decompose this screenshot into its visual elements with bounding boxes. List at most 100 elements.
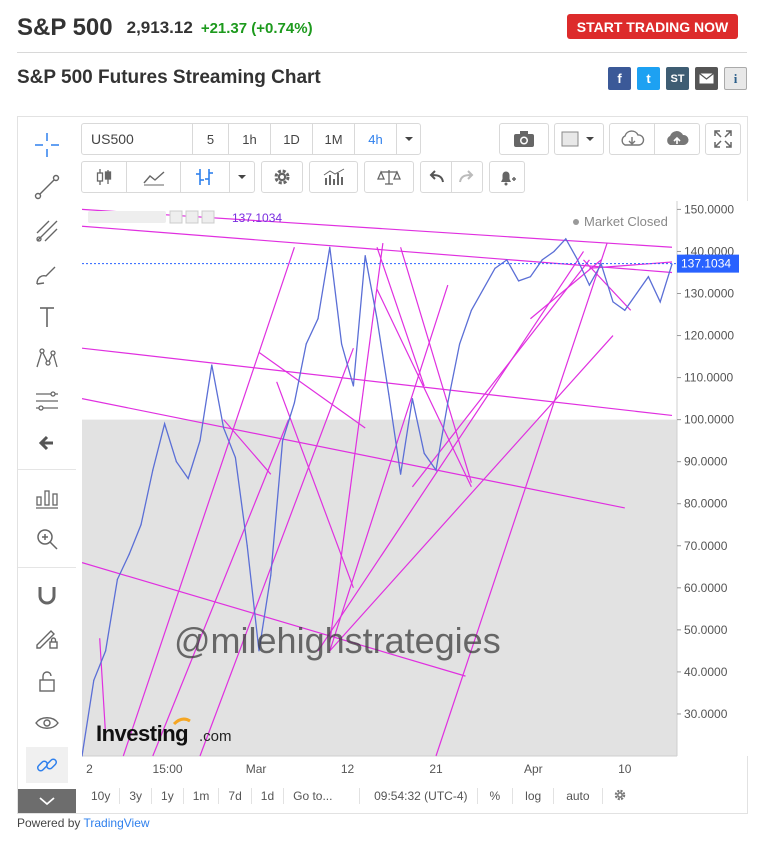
gear-icon[interactable]: [603, 788, 637, 804]
price-chart[interactable]: 150.0000 140.0000 130.0000 120.0000 110.0000…: [81, 201, 748, 781]
pitchfork-icon[interactable]: [26, 213, 68, 249]
tool-separator: [18, 567, 76, 568]
price-point: [494, 267, 496, 269]
price-point: [293, 402, 295, 404]
stocktwits-icon[interactable]: ST: [666, 67, 689, 90]
price-point: [423, 452, 425, 454]
trend-line-icon[interactable]: [26, 169, 68, 205]
price-point: [282, 440, 284, 442]
auto-toggle[interactable]: auto: [554, 788, 603, 804]
trend-line: [589, 261, 673, 269]
link-icon[interactable]: [26, 747, 68, 783]
crosshair-icon[interactable]: [26, 127, 68, 163]
goto-button[interactable]: Go to...: [284, 788, 361, 804]
quote-header: S&P 500 2,913.12 +21.37 (+0.74%) START T…: [17, 10, 747, 46]
color-picker[interactable]: [554, 123, 604, 155]
price-point: [329, 246, 331, 248]
interval-4h[interactable]: 4h: [354, 123, 397, 155]
price-point: [223, 427, 225, 429]
price-point: [317, 318, 319, 320]
x-tick-label: Mar: [246, 762, 267, 776]
style-dropdown[interactable]: [229, 161, 255, 193]
magnet-icon[interactable]: [26, 577, 68, 613]
text-tool-icon[interactable]: [26, 299, 68, 335]
zoom-in-icon[interactable]: [26, 521, 68, 557]
cloud-download-icon[interactable]: [609, 123, 655, 155]
trend-line: [329, 242, 384, 643]
interval-toolbar: US500 5 1h 1D 1M 4h: [81, 123, 421, 155]
trend-line: [81, 398, 625, 509]
range-1y[interactable]: 1y: [152, 788, 184, 804]
chart-svg[interactable]: 150.0000140.0000130.0000120.0000110.0000…: [81, 201, 748, 781]
price-point: [140, 524, 142, 526]
interval-1d[interactable]: 1D: [270, 123, 313, 155]
y-tick-label: 130.0000: [684, 287, 734, 301]
info-icon[interactable]: i: [724, 67, 747, 90]
range-bar: 10y 3y 1y 1m 7d 1d Go to... 09:54:32 (UT…: [82, 783, 748, 809]
twitter-icon[interactable]: t: [637, 67, 660, 90]
price-point: [553, 250, 555, 253]
remove-drawings-icon[interactable]: [26, 425, 68, 461]
fib-retracement-icon[interactable]: [26, 383, 68, 419]
price-point: [81, 755, 83, 757]
fullscreen-icon[interactable]: [705, 123, 741, 155]
legend-gear-icon: [185, 210, 199, 224]
interval-dropdown[interactable]: [396, 123, 421, 155]
interval-1h[interactable]: 1h: [228, 123, 271, 155]
price-point: [506, 259, 508, 261]
indicators-icon[interactable]: [180, 161, 230, 193]
email-icon[interactable]: [695, 67, 718, 90]
eye-icon[interactable]: [26, 705, 68, 741]
price-axis-background: [677, 201, 748, 756]
range-1d[interactable]: 1d: [252, 788, 285, 804]
price-point: [459, 343, 461, 345]
symbol-input[interactable]: US500: [81, 123, 193, 155]
compare-icon[interactable]: [364, 161, 414, 193]
y-tick-label: 40.0000: [684, 665, 728, 679]
percent-toggle[interactable]: %: [478, 788, 514, 804]
volume-indicator-icon[interactable]: [309, 161, 358, 193]
candles-icon[interactable]: [81, 161, 127, 193]
collapse-toolbar-button[interactable]: [18, 789, 76, 813]
range-1m[interactable]: 1m: [184, 788, 220, 804]
interval-5[interactable]: 5: [192, 123, 229, 155]
cloud-upload-icon[interactable]: [654, 123, 700, 155]
gear-icon[interactable]: [261, 161, 303, 193]
area-chart-icon[interactable]: [126, 161, 181, 193]
y-tick-label: 110.0000: [684, 371, 733, 385]
brush-icon[interactable]: [26, 257, 68, 293]
facebook-icon[interactable]: f: [608, 67, 631, 90]
alert-icon[interactable]: [489, 161, 525, 193]
range-10y[interactable]: 10y: [82, 788, 121, 804]
investing-logo-swoosh: [172, 717, 191, 726]
trend-line: [152, 419, 290, 757]
price-point: [116, 578, 118, 581]
chart-style-toolbar: [81, 161, 525, 193]
price-change: +21.37 (+0.74%): [200, 19, 313, 37]
price-point: [470, 309, 472, 311]
y-tick-label: 120.0000: [684, 329, 734, 343]
tradingview-link[interactable]: TradingView: [83, 816, 150, 830]
price-point: [105, 650, 107, 652]
range-3y[interactable]: 3y: [120, 788, 153, 804]
interval-1m[interactable]: 1M: [312, 123, 355, 155]
y-tick-label: 90.0000: [684, 455, 728, 469]
start-trading-button[interactable]: START TRADING NOW: [567, 14, 738, 39]
range-7d[interactable]: 7d: [219, 788, 252, 804]
log-toggle[interactable]: log: [513, 788, 555, 804]
camera-icon[interactable]: [499, 123, 549, 155]
tool-separator: [18, 469, 76, 470]
lock-drawing-icon[interactable]: [26, 619, 68, 655]
unlock-icon[interactable]: [26, 663, 68, 699]
price-point: [647, 276, 650, 278]
share-buttons: f t ST i: [608, 67, 747, 90]
redo-icon[interactable]: [451, 161, 483, 193]
measure-icon[interactable]: [26, 479, 68, 515]
price-point: [258, 650, 260, 652]
clock[interactable]: 09:54:32 (UTC-4): [360, 788, 478, 804]
pattern-icon[interactable]: [26, 341, 68, 377]
undo-icon[interactable]: [420, 161, 452, 193]
trend-line: [329, 284, 449, 652]
price-point: [175, 461, 177, 463]
trend-line: [530, 259, 602, 320]
